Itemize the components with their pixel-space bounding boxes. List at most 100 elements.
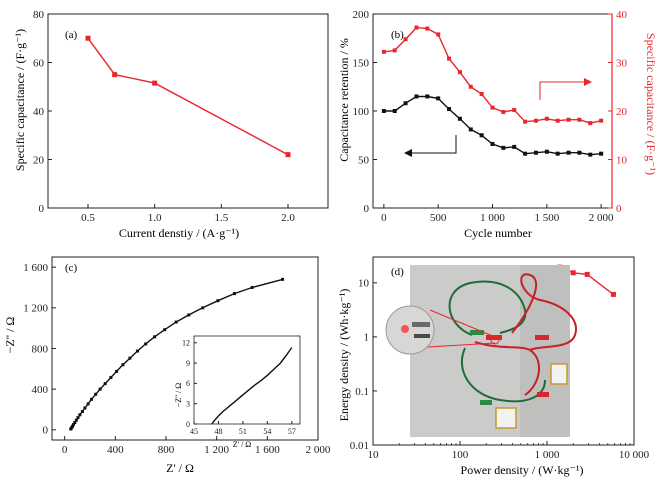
b-xtick-label: 500: [430, 212, 447, 224]
b-series-1-point: [414, 25, 419, 30]
b-arrow-left-head: [404, 149, 412, 157]
panel-a-plot: 0.5 1.0 1.5 2.0 0 20 40 60 80: [33, 9, 329, 224]
d-frame: [372, 256, 635, 446]
b-series-0-point: [425, 94, 430, 99]
b-series-0-point: [599, 151, 604, 156]
b-xtick-label: 0: [381, 212, 387, 224]
b-ytick-label: 0: [364, 203, 370, 215]
panel-b-ylabel: Capacitance retention / %: [337, 38, 351, 162]
d-series-point: [584, 271, 590, 277]
b-series-1-point: [523, 119, 528, 124]
panel-b-label: (b): [391, 29, 404, 41]
b-series-1-point: [588, 121, 593, 126]
c-inset-xtick-label: 57: [288, 427, 296, 436]
c-xtick-label: 400: [107, 444, 124, 456]
b-series-1-point: [555, 118, 560, 123]
c-series-point: [71, 424, 75, 428]
c-ytick-label: 400: [32, 384, 49, 396]
photo-red-wire-2: [474, 341, 540, 396]
c-series-point: [72, 423, 76, 427]
b-y2-ytick-label: 30: [616, 57, 628, 69]
b-series-0-point: [468, 127, 473, 132]
b-series-0-point: [577, 150, 582, 155]
panel-c-inset: 45 48 51 54 57 0 3 6 9 12: [182, 335, 301, 436]
panel-d-label: (d): [391, 266, 404, 278]
b-series-1-point: [479, 92, 484, 97]
b-series-0-point: [457, 116, 462, 121]
c-series-point: [128, 356, 132, 360]
a-xtick-label: 2.0: [281, 212, 295, 224]
zoom-led-glow: [401, 325, 409, 333]
b-series-1-point: [501, 109, 506, 114]
b-series-1-point: [436, 32, 441, 37]
c-series-point: [78, 413, 82, 417]
d-xtick-label: 100: [452, 449, 469, 461]
a-ytick-label: 0: [39, 203, 45, 215]
photo-red-wire: [511, 273, 577, 351]
panel-a: 0.5 1.0 1.5 2.0 0 20 40 60 80 (a) Current densti…: [13, 9, 329, 240]
photo-clip-green-1: [470, 330, 484, 335]
b-series-0-point: [566, 150, 571, 155]
b-series-1-point: [490, 105, 495, 110]
panel-a-ylabel: Specific capacitance / (F·g⁻¹): [13, 29, 27, 171]
c-series-point: [136, 349, 139, 353]
c-ytick-label: 800: [32, 343, 49, 355]
d-ytick-label: 1: [364, 332, 370, 344]
a-series-line: [87, 37, 289, 156]
b-series-1-point: [468, 84, 473, 89]
c-inset-xtick-label: 45: [190, 427, 198, 436]
b-series-1-point: [544, 116, 549, 121]
c-series-point: [109, 375, 113, 379]
c-xtick-label: 2 000: [306, 444, 331, 456]
c-series-point: [90, 397, 94, 401]
zoom-clip-2: [414, 334, 430, 338]
device-photo: [385, 265, 577, 437]
a-ytick-label: 80: [33, 9, 45, 21]
b-series-0-point: [436, 96, 441, 101]
c-inset-xtick-label: 54: [263, 427, 271, 436]
photo-clip-red-3: [537, 392, 549, 397]
photo-shadow: [520, 265, 570, 437]
a-series-point: [285, 152, 291, 158]
b-series-0-point: [533, 150, 538, 155]
zoom-clip: [412, 322, 430, 327]
b-series-1-point: [447, 56, 452, 61]
zoom-target-circle: [490, 335, 500, 345]
d-ytick-label: 0.1: [355, 386, 369, 398]
c-series-point: [174, 320, 178, 324]
b-arrow-left: [410, 135, 457, 154]
b-series-0-point: [588, 152, 593, 157]
b-xtick-label: 1 000: [480, 212, 505, 224]
panel-b-xlabel: Cycle number: [464, 226, 532, 240]
zoom-circle: [385, 305, 435, 355]
panel-c-xlabel: Z' / Ω: [166, 461, 194, 475]
a-xtick-label: 0.5: [81, 212, 95, 224]
b-series-0-point: [392, 109, 397, 113]
c-ytick-label: 0: [43, 425, 49, 437]
b-series-1-point: [457, 70, 462, 75]
panel-c-label: (c): [65, 262, 78, 274]
c-series-point: [187, 313, 191, 317]
c-inset-series-line: [211, 347, 293, 425]
b-arrow-right-head: [584, 78, 592, 86]
c-inset-xtick-label: 48: [214, 427, 222, 436]
photo-clip-red-2: [535, 335, 549, 340]
photo-green-wire: [448, 280, 527, 336]
b-ytick-label: 100: [353, 106, 370, 118]
d-series-point: [570, 270, 576, 276]
b-ytick-label: 50: [358, 154, 370, 166]
zoom-line-top: [429, 309, 496, 338]
b-series-0-point: [403, 101, 408, 106]
b-xtick-label: 2 000: [589, 212, 614, 224]
b-y2-ytick-label: 0: [616, 203, 622, 215]
b-frame: [372, 13, 613, 209]
c-series-point: [216, 299, 220, 303]
c-inset-ytick-label: 0: [186, 420, 190, 429]
b-series-0-point: [512, 144, 517, 149]
c-ytick-label: 1 200: [23, 303, 48, 315]
c-series-point: [80, 410, 84, 414]
b-series-1-point: [599, 118, 604, 123]
photo-device-2: [495, 407, 517, 429]
b-xtick-label: 1 500: [534, 212, 559, 224]
